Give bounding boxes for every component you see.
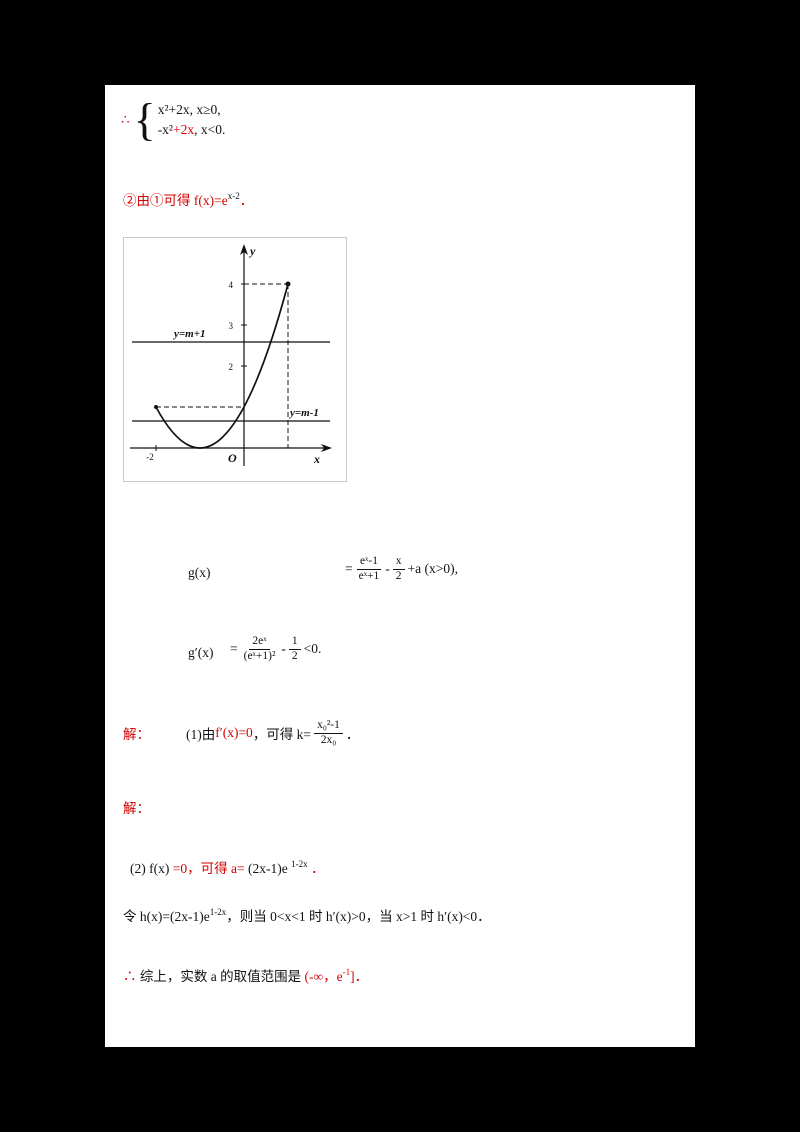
conclusion-red-close: ]． [350, 969, 369, 984]
tick-label-4: 4 [229, 280, 234, 290]
tick-label-neg2: -2 [146, 452, 154, 462]
math1-frac2-numerator: x [392, 555, 405, 570]
math2-fraction-2: 1 2 [288, 635, 301, 664]
therefore-marker: ∴ [121, 112, 130, 127]
math1-frac2-denominator: 2 [395, 569, 402, 582]
math1-tail: +a (x>0), [407, 561, 459, 577]
math2-tail: <0. [303, 641, 322, 657]
graph-svg: y x O 4 3 2 -2 y=m+1 y=m-1 [130, 244, 332, 466]
tick-label-3: 3 [229, 321, 234, 331]
math1-fraction-1: eˣ-1 eˣ+1 [356, 555, 383, 584]
label-y-m-minus-1: y=m-1 [288, 407, 319, 419]
part2-red-text: =0，可得 a= [172, 861, 245, 876]
mono-black1: 令 h(x)=(2x-1)e [123, 909, 210, 924]
math2-equals: = [230, 641, 238, 657]
part1-period: ． [345, 727, 360, 742]
part1-red-equation: f′(x)=0 [215, 725, 253, 740]
math1-frac1-denominator: eˣ+1 [358, 569, 380, 582]
parabola-curve [155, 283, 289, 449]
piecewise-rows: x²+2x, x≥0, -x²+2x, x<0. [158, 100, 226, 140]
piecewise-row-2: -x²+2x, x<0. [158, 120, 226, 140]
math2-frac2-numerator: 1 [288, 635, 301, 650]
part2-label: (2) [130, 861, 146, 876]
solution-part1-line: 解： (1)由 f′(x)=0 ，可得 k= x₀²-1 2x₀ ． [123, 715, 359, 751]
mono-exponent: 1-2x [209, 907, 227, 917]
monotonicity-line: 令 h(x)=(2x-1)e1-2x，则当 0<x<1 时 h′(x)>0，当 … [123, 905, 491, 925]
function-graph: y x O 4 3 2 -2 y=m+1 y=m-1 [123, 237, 347, 482]
math2-frac1-numerator: 2eˣ [249, 635, 270, 650]
conclusion-exponent: -1 [342, 967, 351, 977]
solution-part2-line: (2) f(x) =0，可得 a= (2x-1)e 1-2x ． [130, 857, 324, 877]
piecewise-row2-red: +2x [172, 122, 195, 137]
part2-exponent: 1-2x [291, 859, 308, 869]
conclusion-marker: ∴ [123, 969, 137, 984]
part1-frac-numerator: x₀²-1 [314, 719, 343, 734]
part1-frac-denominator: 2x₀ [320, 733, 337, 746]
curve-left-endpoint [154, 405, 158, 409]
part1-label: (1)由 [186, 727, 216, 742]
conclusion-line: ∴ 综上，实数 a 的取值范围是 (-∞，e-1]． [123, 965, 368, 985]
piecewise-row-1: x²+2x, x≥0, [157, 102, 221, 117]
tick-label-2: 2 [229, 362, 234, 372]
jie-marker-1: 解： [123, 727, 150, 742]
step2-red-text: ②由①可得 f(x)=e [123, 193, 228, 208]
document-page: ∴ { x²+2x, x≥0, -x²+2x, x<0. ②由①可得 f(x)=… [105, 85, 695, 1047]
label-y-m-plus-1: y=m+1 [172, 328, 205, 340]
mono-black2: ，则当 0<x<1 时 h′(x)>0，当 x>1 时 h′(x)<0． [226, 909, 491, 924]
math1-fraction-2: x 2 [392, 555, 405, 584]
math2-frac1-denominator: (eˣ+1)² [243, 649, 276, 662]
display-math1-rhs: = eˣ-1 eˣ+1 - x 2 +a (x>0), [345, 555, 458, 584]
y-axis-label: y [248, 244, 256, 258]
math2-minus: - [281, 641, 286, 657]
part2-expression: (2x-1)e [247, 861, 288, 876]
x-axis-arrow [321, 444, 332, 452]
step2-period: ． [239, 193, 254, 208]
jie-marker-2: 解： [123, 801, 150, 816]
y-axis-arrow [240, 244, 248, 255]
math1-equals: = [345, 561, 353, 577]
x-axis-label: x [313, 452, 320, 466]
math1-frac1-numerator: eˣ-1 [356, 555, 381, 570]
math2-fraction-1: 2eˣ (eˣ+1)² [241, 635, 279, 664]
solution-step-2-line: ②由①可得 f(x)=ex-2． [123, 189, 253, 209]
part1-fraction: x₀²-1 2x₀ [314, 719, 343, 748]
piecewise-row2-black1: -x² [157, 122, 173, 137]
part2-period: ． [310, 861, 325, 876]
part1-black-text: ，可得 k= [252, 727, 312, 742]
solution-marker-line: 解： [123, 797, 150, 817]
conclusion-black-text: 综上，实数 a 的取值范围是 [139, 969, 302, 984]
display-math1-lhs: g(x) [188, 565, 211, 580]
display-math2-lhs: g′(x) [188, 645, 214, 660]
conclusion-red-range: (-∞，e [304, 969, 343, 984]
math2-frac2-denominator: 2 [291, 649, 298, 662]
display-math2-rhs: = 2eˣ (eˣ+1)² - 1 2 <0. [230, 635, 321, 664]
curve-right-endpoint [285, 281, 291, 287]
piecewise-function-block: ∴ { x²+2x, x≥0, -x²+2x, x<0. [121, 97, 225, 143]
piecewise-brace: { [133, 94, 156, 145]
math1-minus: - [385, 561, 390, 577]
piecewise-row2-black2: , x<0. [194, 122, 226, 137]
step2-exponent: x-2 [227, 191, 240, 201]
part2-function: f(x) [149, 861, 170, 876]
origin-label: O [228, 451, 237, 465]
